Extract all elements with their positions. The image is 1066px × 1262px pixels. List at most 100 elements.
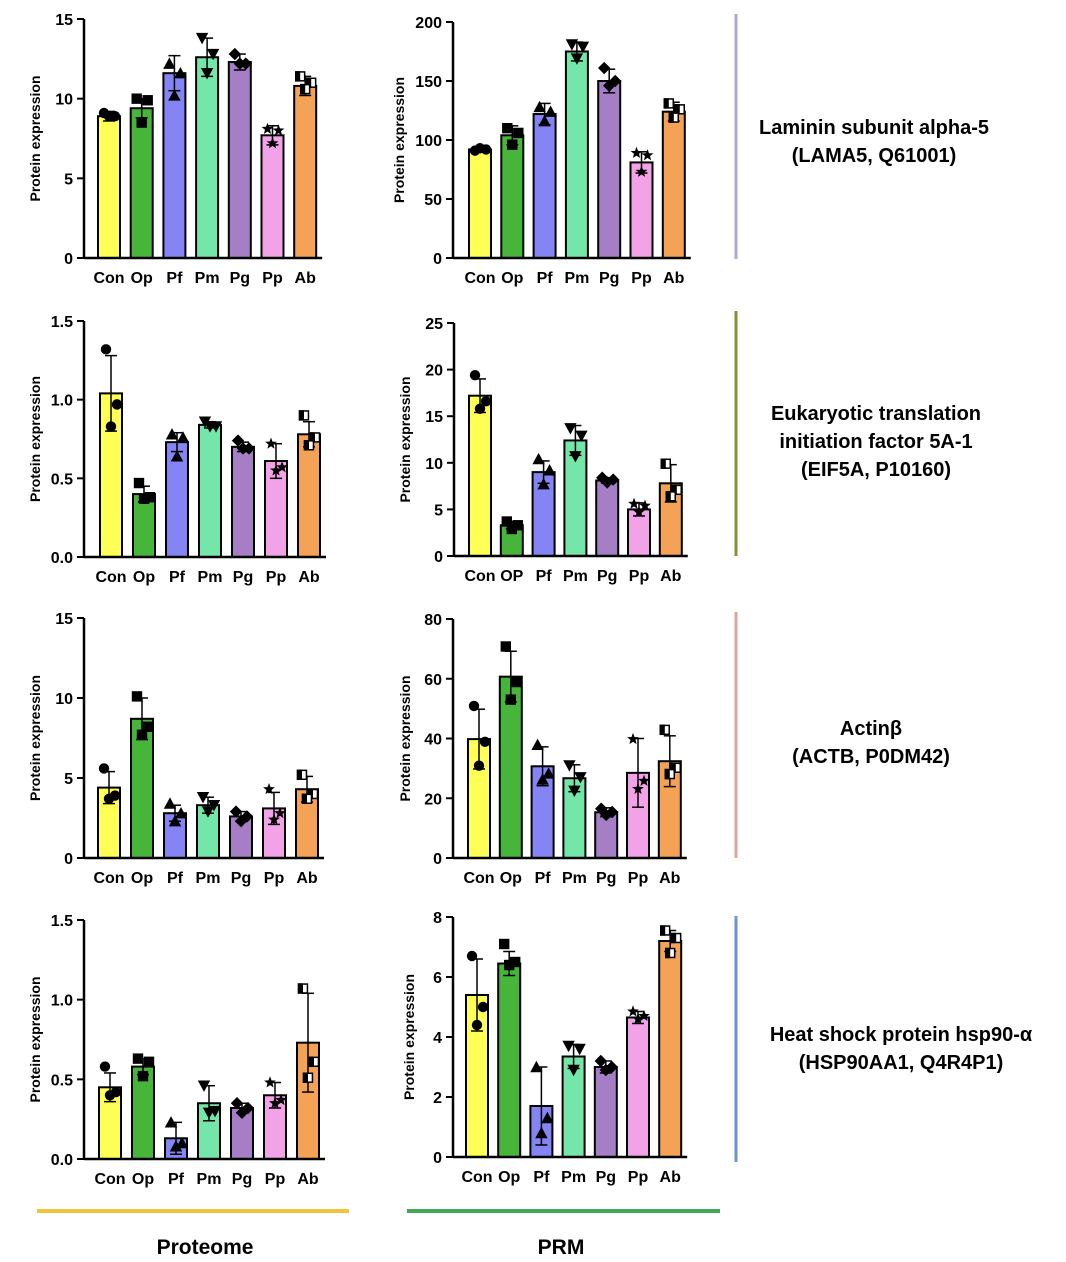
y-tick-label: 5: [434, 502, 443, 519]
x-tick-label: Pf: [168, 1171, 185, 1188]
bar-pf: [162, 72, 187, 259]
x-tick-label: Pp: [628, 870, 649, 887]
data-point: [660, 458, 671, 469]
x-tick-label: Pf: [166, 270, 183, 287]
half-square-fill: [302, 1072, 308, 1083]
data-point: [263, 783, 275, 795]
data-point: [562, 1040, 575, 1053]
data-point: [500, 641, 511, 652]
data-point: [505, 694, 516, 705]
data-point: [537, 478, 550, 490]
chart-prm-hsp90aa1: 0 2 4 6 8 Protein expression Con Op Pf Pm Pg Pp Ab: [401, 910, 688, 1186]
data-point: [570, 53, 584, 65]
data-point: [504, 959, 515, 971]
y-tick-label: 1.5: [51, 314, 73, 331]
x-tick-label: Ab: [659, 870, 681, 887]
y-tick-label: 10: [425, 456, 443, 473]
bar-ab: [297, 433, 321, 558]
x-tick-label: Con: [95, 569, 126, 586]
x-tick-label: Pg: [596, 870, 616, 887]
protein-title-line: (EIF5A, P10160): [801, 459, 951, 481]
y-tick-label: 0.0: [51, 550, 73, 567]
half-square-fill: [668, 112, 674, 123]
data-point: [138, 493, 150, 504]
data-point: [531, 738, 544, 750]
half-square-fill: [660, 925, 666, 936]
data-point: [111, 399, 123, 410]
x-tick-label: Con: [464, 568, 495, 585]
half-square-fill: [665, 947, 671, 959]
prm-label: PRM: [538, 1236, 585, 1259]
data-point: [665, 491, 676, 502]
data-point: [228, 47, 241, 61]
x-tick-label: Pm: [563, 568, 588, 585]
data-point: [164, 1116, 178, 1128]
y-tick-label: 0.5: [51, 1072, 73, 1089]
x-tick-label: Pp: [262, 270, 283, 287]
y-tick-label: 10: [55, 92, 73, 109]
half-square-fill: [670, 762, 676, 773]
x-tick-label: Pm: [197, 1171, 222, 1188]
y-axis-label: Protein expression: [397, 675, 413, 801]
y-tick-label: 200: [415, 15, 442, 32]
bar-pm: [198, 423, 222, 558]
data-point: [275, 1093, 287, 1106]
data-point: [133, 477, 145, 489]
data-point: [201, 806, 215, 818]
y-tick-label: 1.0: [51, 393, 73, 410]
data-point: [576, 41, 590, 53]
data-point: [628, 497, 640, 509]
data-point: [575, 430, 588, 442]
x-tick-label: Pg: [597, 568, 617, 585]
y-axis-label: Protein expression: [391, 77, 407, 203]
data-point: [142, 95, 153, 106]
half-square-fill: [295, 71, 301, 82]
x-tick-label: Con: [94, 1171, 125, 1188]
y-axis-label: Protein expression: [27, 376, 43, 502]
half-square-fill: [308, 1056, 314, 1068]
bar-pg: [231, 445, 255, 558]
data-point: [468, 700, 480, 712]
data-point: [241, 1101, 255, 1115]
data-point: [131, 93, 142, 104]
y-tick-label: 0.5: [51, 471, 73, 488]
data-point: [131, 691, 143, 702]
data-point: [137, 1070, 149, 1082]
y-tick-label: 0: [434, 549, 443, 566]
bar-pm: [564, 50, 589, 259]
data-point: [543, 464, 556, 476]
protein-title-line: (ACTB, P0DM42): [792, 746, 950, 768]
protein-title-lama5: Laminin subunit alpha-5 (LAMA5, Q61001): [759, 117, 989, 167]
data-point: [480, 396, 492, 407]
data-point: [665, 947, 676, 959]
data-point: [236, 442, 250, 455]
half-square-fill: [303, 440, 309, 451]
x-tick-label: Con: [464, 270, 495, 287]
x-tick-label: Pg: [231, 870, 251, 887]
x-tick-label: Pp: [266, 569, 287, 586]
data-point: [295, 71, 306, 82]
y-tick-label: 6: [433, 970, 442, 987]
x-tick-label: Con: [93, 270, 124, 287]
half-square-fill: [664, 768, 670, 780]
x-tick-label: Con: [463, 870, 494, 887]
protein-title-eif5a: Eukaryotic translation initiation factor…: [771, 403, 981, 481]
y-tick-label: 10: [55, 691, 73, 708]
data-point: [229, 805, 243, 818]
x-tick-label: Pf: [537, 270, 554, 287]
data-point: [541, 1111, 554, 1124]
data-point: [633, 506, 645, 518]
y-axis-label: Protein expression: [397, 376, 413, 502]
x-tick-label: Pm: [198, 569, 223, 586]
data-point: [301, 793, 313, 804]
data-point: [174, 66, 187, 79]
x-tick-label: Con: [461, 1169, 492, 1186]
data-point: [235, 1106, 249, 1119]
bar-op: [497, 962, 522, 1158]
data-point: [240, 810, 254, 823]
y-axis-label: Protein expression: [27, 976, 43, 1102]
data-point: [165, 428, 179, 440]
data-point: [261, 122, 274, 134]
x-tick-label: Pg: [232, 1171, 252, 1188]
data-point: [297, 983, 309, 994]
